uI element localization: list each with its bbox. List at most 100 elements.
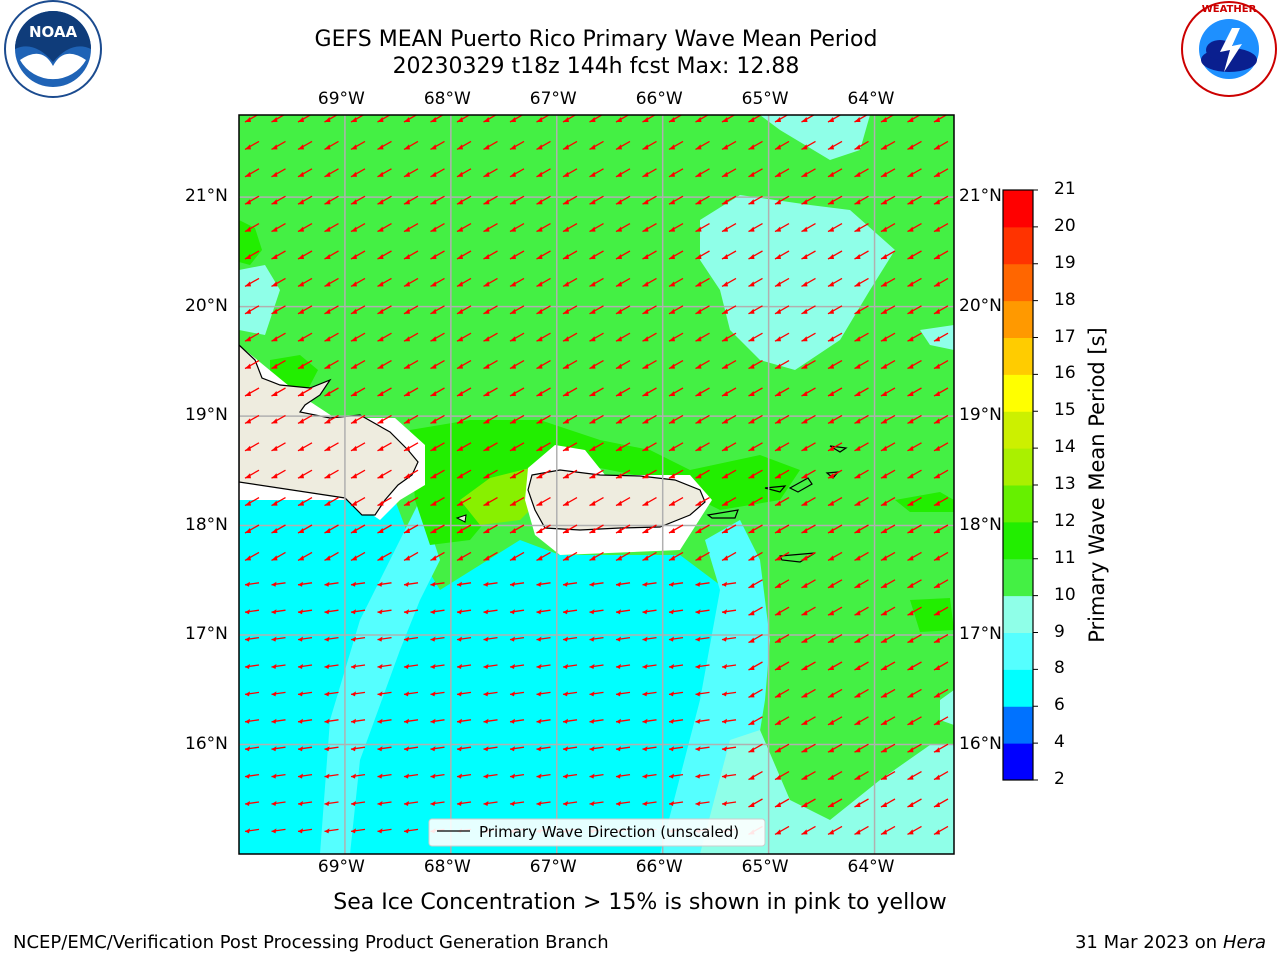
wave-arrow <box>854 524 869 534</box>
wave-arrow <box>509 414 525 424</box>
wave-arrow <box>774 551 790 561</box>
wave-arrow <box>536 691 551 697</box>
wave-arrow <box>456 360 472 370</box>
wave-arrow <box>536 469 551 479</box>
wave-arrow <box>907 771 922 781</box>
wave-arrow <box>536 497 551 507</box>
wave-arrow <box>297 828 313 834</box>
wave-arrow <box>244 387 260 397</box>
wave-arrow <box>933 743 949 753</box>
wave-arrow <box>880 223 896 233</box>
wave-arrow <box>907 524 922 534</box>
wave-arrow <box>642 801 657 806</box>
colorbar-tick-label: 19 <box>1054 252 1076 273</box>
colorbar-bin <box>1003 595 1033 633</box>
wave-arrow <box>244 277 260 287</box>
wave-arrow <box>324 551 339 561</box>
legend-text: Primary Wave Direction (unscaled) <box>479 823 739 841</box>
wave-arrow <box>244 223 260 233</box>
wave-arrow <box>297 497 313 507</box>
wave-arrow <box>271 469 286 479</box>
wave-arrow <box>695 609 710 615</box>
wave-arrow <box>615 551 631 561</box>
wave-arrow <box>271 305 286 315</box>
wave-arrow <box>350 469 366 479</box>
wave-arrow <box>350 691 366 697</box>
wave-arrow <box>907 497 922 507</box>
wave-arrow <box>377 223 392 233</box>
wave-arrow <box>509 801 525 806</box>
wave-arrow <box>933 551 949 561</box>
wave-arrow <box>801 497 816 507</box>
wave-arrow <box>483 250 498 260</box>
wave-arrow <box>642 664 657 669</box>
wave-arrow <box>748 606 763 616</box>
wave-arrow <box>748 305 763 315</box>
wave-arrow <box>854 743 869 753</box>
wave-arrow <box>695 773 710 779</box>
wave-arrow <box>536 524 551 534</box>
wave-arrow <box>827 716 843 726</box>
colorbar-tick-label: 16 <box>1054 363 1076 384</box>
wave-arrow <box>483 195 498 205</box>
wave-arrow <box>244 691 260 697</box>
wave-arrow <box>483 168 498 178</box>
wave-arrow <box>456 551 472 561</box>
wave-arrow <box>854 305 869 315</box>
wave-arrow <box>483 497 498 507</box>
wave-arrow <box>695 469 710 479</box>
wave-arrow <box>907 688 922 698</box>
wave-arrow <box>350 609 366 615</box>
wave-arrow <box>483 801 498 806</box>
wave-arrow <box>801 195 816 205</box>
wave-arrow <box>642 609 657 615</box>
noaa-logo-icon: NOAA <box>4 0 102 98</box>
lat-tick-label-right: 21°N <box>959 186 1002 207</box>
wave-arrow <box>244 168 260 178</box>
wave-arrow <box>271 140 286 150</box>
wave-arrow <box>695 305 710 315</box>
wave-arrow <box>933 360 949 370</box>
wave-arrow <box>377 497 392 507</box>
wave-arrow <box>615 718 631 724</box>
wave-arrow <box>350 250 366 260</box>
colorbar-bin <box>1003 263 1033 302</box>
wave-arrow <box>430 773 445 779</box>
wave-arrow <box>721 360 737 370</box>
wave-arrow <box>350 223 366 233</box>
wave-arrow <box>589 250 604 260</box>
wave-arrow <box>721 168 737 178</box>
wave-arrow <box>456 718 472 724</box>
wave-arrow <box>297 524 313 534</box>
wave-arrow <box>536 360 551 370</box>
wave-arrow <box>483 414 498 424</box>
wave-arrow <box>695 801 710 806</box>
wave-arrow <box>403 195 419 205</box>
wave-arrow <box>271 387 286 397</box>
wave-arrow <box>244 332 260 342</box>
wave-arrow <box>615 250 631 260</box>
wave-arrow <box>536 581 551 587</box>
wave-arrow <box>589 277 604 287</box>
colorbar-bin <box>1003 632 1033 670</box>
wave-arrow <box>271 360 286 370</box>
wave-arrow <box>536 250 551 260</box>
wave-arrow <box>271 442 286 452</box>
wave-arrow <box>907 305 922 315</box>
wave-arrow <box>615 442 631 452</box>
wave-arrow <box>721 773 737 779</box>
footer-right: 31 Mar 2023 on Hera <box>1074 932 1266 953</box>
wave-arrow <box>880 305 896 315</box>
wave-arrow <box>589 140 604 150</box>
colorbar-bin <box>1003 558 1033 597</box>
wave-arrow <box>748 688 763 698</box>
wave-arrow <box>456 332 472 342</box>
wave-arrow <box>774 195 790 205</box>
wave-arrow <box>509 773 525 779</box>
wave-arrow <box>907 387 922 397</box>
wave-arrow <box>615 636 631 642</box>
wave-arrow <box>642 305 657 315</box>
wave-arrow <box>827 414 843 424</box>
colorbar-tick-label: 10 <box>1054 584 1076 605</box>
wave-arrow <box>350 387 366 397</box>
